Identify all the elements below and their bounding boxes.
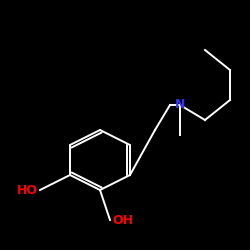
- Text: N: N: [175, 98, 185, 112]
- Text: HO: HO: [16, 184, 38, 196]
- Text: OH: OH: [112, 214, 134, 226]
